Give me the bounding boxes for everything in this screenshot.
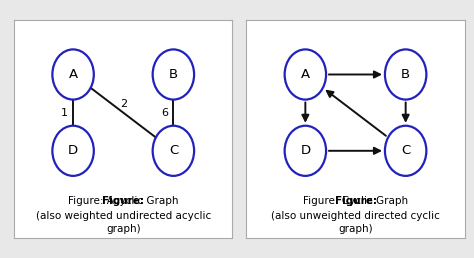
Text: (also weighted undirected acyclic: (also weighted undirected acyclic [36, 211, 211, 221]
Text: graph): graph) [106, 224, 141, 234]
Ellipse shape [284, 126, 326, 176]
Ellipse shape [385, 50, 426, 100]
Ellipse shape [52, 126, 94, 176]
Text: A: A [301, 68, 310, 81]
Text: Figure: Acyclic Graph: Figure: Acyclic Graph [68, 196, 179, 206]
Text: 6: 6 [161, 108, 168, 118]
Text: C: C [169, 144, 178, 157]
Text: 1: 1 [61, 108, 68, 118]
Text: A: A [69, 68, 78, 81]
Text: D: D [301, 144, 310, 157]
Ellipse shape [153, 126, 194, 176]
Text: graph): graph) [338, 224, 373, 234]
Text: 2: 2 [119, 99, 127, 109]
Text: Figure:: Figure: [335, 196, 376, 206]
Ellipse shape [52, 50, 94, 100]
Ellipse shape [385, 126, 426, 176]
Ellipse shape [284, 50, 326, 100]
Text: B: B [169, 68, 178, 81]
Text: D: D [68, 144, 78, 157]
Text: C: C [401, 144, 410, 157]
Ellipse shape [153, 50, 194, 100]
Text: B: B [401, 68, 410, 81]
Text: Figure:: Figure: [102, 196, 144, 206]
Text: Figure: Cyclic Graph: Figure: Cyclic Graph [303, 196, 408, 206]
Text: (also unweighted directed cyclic: (also unweighted directed cyclic [271, 211, 440, 221]
